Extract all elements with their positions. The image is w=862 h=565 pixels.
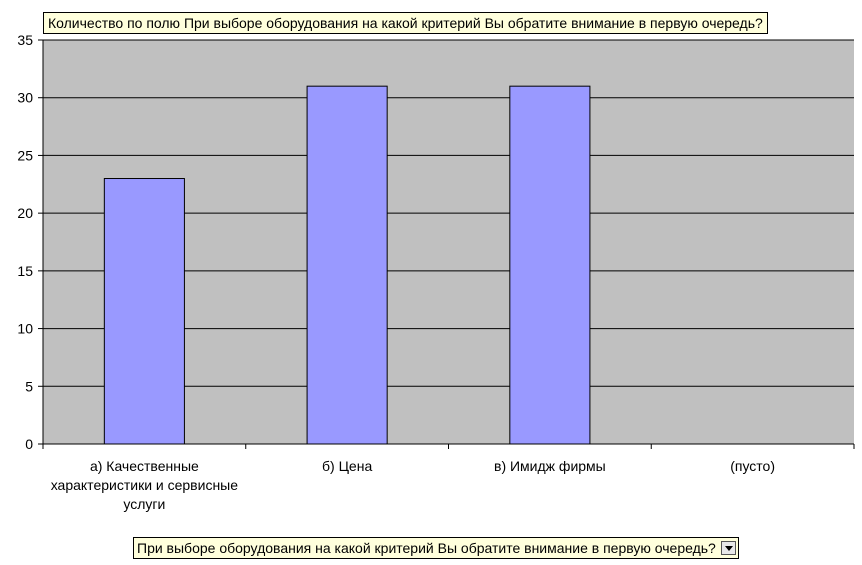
category-field-label: При выборе оборудования на какой критери… xyxy=(137,540,716,556)
x-tick-label-0: а) Качественные характеристики и сервисны… xyxy=(51,458,239,512)
bar-2 xyxy=(509,85,591,445)
bar-0 xyxy=(103,178,185,445)
y-tick-label-7: 35 xyxy=(17,32,33,48)
x-tick-label-3: (пусто) xyxy=(730,458,775,474)
data-field-button[interactable]: Количество по полю При выборе оборудован… xyxy=(43,12,768,34)
y-tick-label-5: 25 xyxy=(17,147,33,163)
y-tick-label-6: 30 xyxy=(17,90,33,106)
y-tick-label-0: 0 xyxy=(25,436,33,452)
axes xyxy=(38,39,855,449)
category-field-button[interactable]: При выборе оборудования на какой критери… xyxy=(133,537,739,559)
x-tick-label-2: в) Имидж фирмы xyxy=(494,458,606,474)
x-tick-labels: а) Качественные характеристики и сервисны… xyxy=(51,458,775,512)
chevron-down-icon[interactable] xyxy=(720,541,736,555)
y-tick-labels: 0 5 10 15 20 25 30 35 xyxy=(17,32,33,452)
y-tick-label-3: 15 xyxy=(17,263,33,279)
y-tick-label-1: 5 xyxy=(25,378,33,394)
x-tick-label-1: б) Цена xyxy=(322,458,372,474)
y-tick-label-4: 20 xyxy=(17,205,33,221)
y-tick-label-2: 10 xyxy=(17,321,33,337)
bar-1 xyxy=(306,85,388,445)
